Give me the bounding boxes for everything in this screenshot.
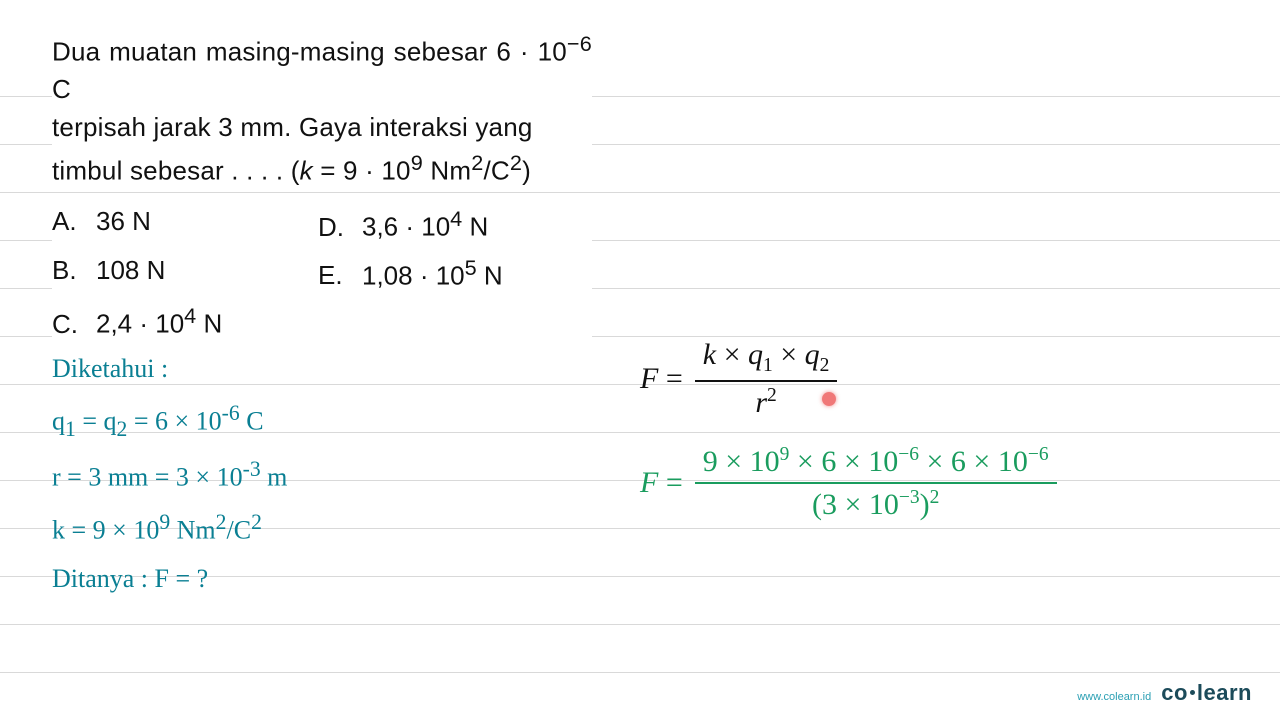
work-line-2: q1 = q2 = 6 × 10-6 C — [52, 393, 287, 449]
footer-brand: colearn — [1161, 680, 1252, 706]
option-a-value: 36 N — [96, 206, 151, 237]
formula-1-denominator: r2 — [747, 385, 784, 420]
options-grid: A. 36 N D. 3,6 · 104 N B. 108 N E. 1,08 … — [52, 200, 592, 346]
question-text: Dua muatan masing-masing sebesar 6 · 10−… — [52, 28, 592, 192]
handwritten-work: Diketahui : q1 = q2 = 6 × 10-6 C r = 3 m… — [52, 345, 287, 603]
footer: www.colearn.id colearn — [1077, 680, 1252, 706]
option-a-letter: A. — [52, 206, 96, 237]
option-b: B. 108 N — [52, 249, 312, 298]
formula-1-fraction: k × q1 × q2 r2 — [695, 338, 838, 420]
option-e-value: 1,08 · 105 N — [362, 255, 503, 292]
option-e: E. 1,08 · 105 N — [318, 249, 578, 298]
option-c-value: 2,4 · 104 N — [96, 303, 222, 340]
option-b-letter: B. — [52, 255, 96, 286]
formula-2-fraction: 9 × 109 × 6 × 10−6 × 6 × 10−6 (3 × 10−3)… — [695, 444, 1057, 522]
question-line-3: timbul sebesar . . . . (k = 9 · 109 Nm2/… — [52, 147, 592, 190]
work-line-1: Diketahui : — [52, 345, 287, 393]
fraction-bar-icon — [695, 482, 1057, 484]
content-area: Dua muatan masing-masing sebesar 6 · 10−… — [0, 0, 1280, 346]
option-d-value: 3,6 · 104 N — [362, 206, 488, 243]
option-a: A. 36 N — [52, 200, 312, 249]
option-d-letter: D. — [318, 212, 362, 243]
work-line-4: k = 9 × 109 Nm2/C2 — [52, 502, 287, 555]
option-d: D. 3,6 · 104 N — [318, 200, 578, 249]
formula-row-1: F = k × q1 × q2 r2 — [640, 338, 1057, 420]
brand-prefix: co — [1161, 680, 1188, 705]
formula-2-lhs: F = — [640, 466, 683, 500]
formula-row-2: F = 9 × 109 × 6 × 10−6 × 6 × 10−6 (3 × 1… — [640, 444, 1057, 522]
option-b-value: 108 N — [96, 255, 165, 286]
option-e-letter: E. — [318, 260, 362, 291]
fraction-bar-icon — [695, 380, 838, 382]
option-c-letter: C. — [52, 309, 96, 340]
option-c: C. 2,4 · 104 N — [52, 297, 312, 346]
work-line-3: r = 3 mm = 3 × 10-3 m — [52, 449, 287, 502]
brand-dot-icon — [1190, 690, 1195, 695]
formula-1-lhs: F = — [640, 362, 683, 396]
formula-2-numerator: 9 × 109 × 6 × 10−6 × 6 × 10−6 — [695, 444, 1057, 479]
question-line-2: terpisah jarak 3 mm. Gaya interaksi yang — [52, 109, 592, 147]
brand-suffix: learn — [1197, 680, 1252, 705]
laser-pointer-icon — [822, 392, 836, 406]
footer-url: www.colearn.id — [1077, 691, 1151, 703]
question-line-1: Dua muatan masing-masing sebesar 6 · 10−… — [52, 28, 592, 109]
formula-2-denominator: (3 × 10−3)2 — [804, 487, 947, 522]
formula-area: F = k × q1 × q2 r2 F = 9 × 109 × 6 × 10−… — [640, 338, 1057, 546]
work-line-5: Ditanya : F = ? — [52, 555, 287, 603]
